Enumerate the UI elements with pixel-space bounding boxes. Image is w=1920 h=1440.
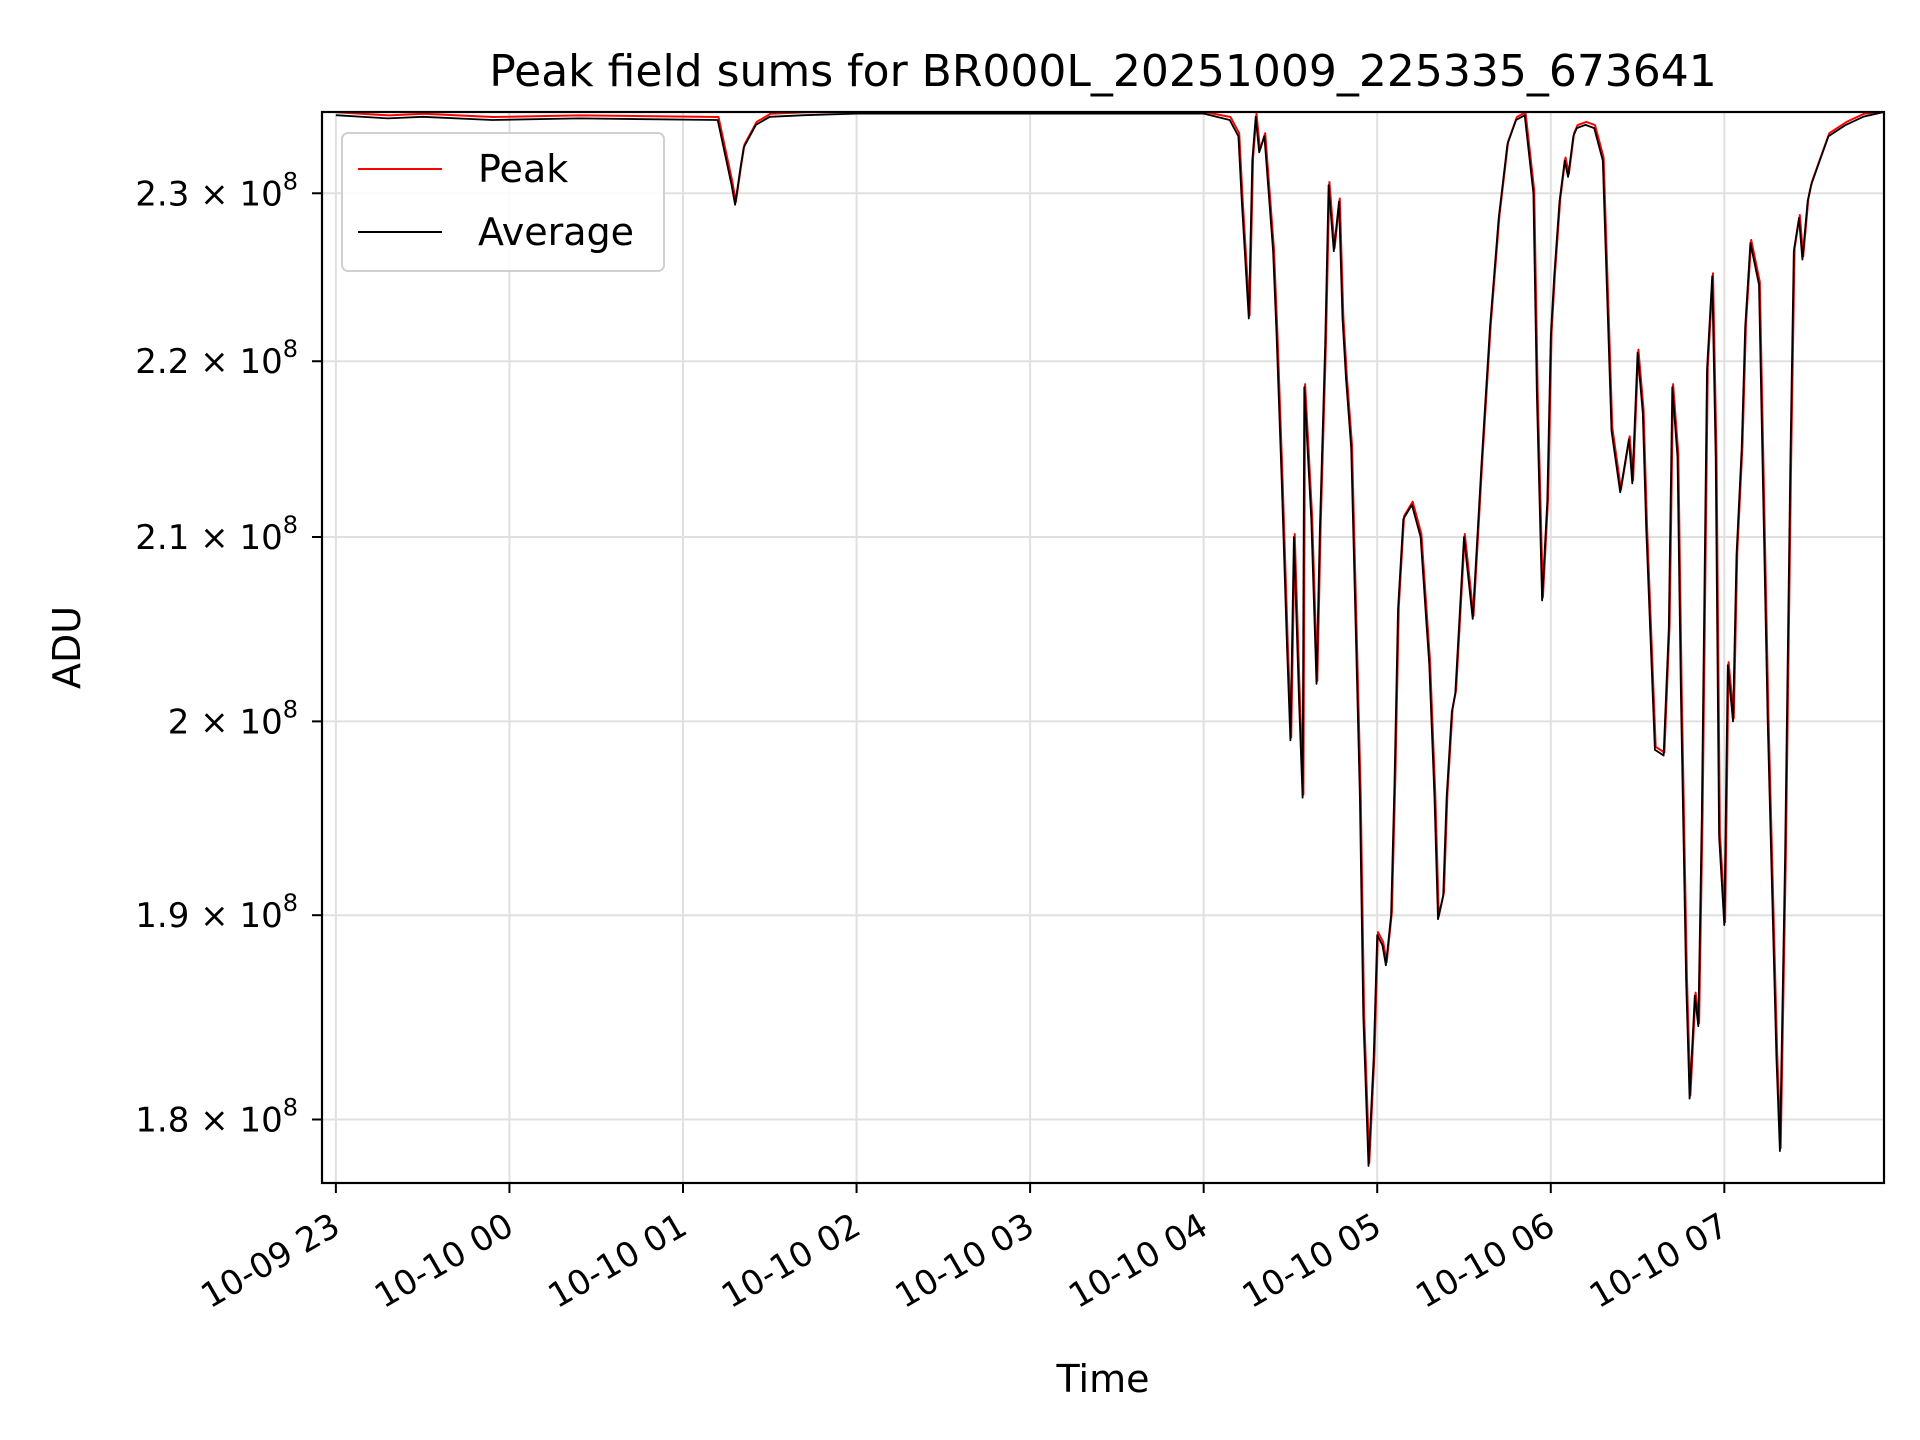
y-tick-label: 2 × 108: [168, 695, 298, 742]
legend-label: Average: [478, 210, 634, 254]
series-line-average: [335, 111, 1885, 1167]
grid-lines: [322, 112, 1884, 1183]
chart-title: Peak field sums for BR000L_20251009_2253…: [489, 46, 1717, 97]
legend-box: [341, 132, 665, 272]
plot-frame: [320, 110, 1886, 1185]
y-axis-label: ADU: [45, 606, 89, 689]
series-lines: [335, 111, 1885, 1167]
legend: Peak Average: [341, 132, 665, 272]
y-tick-label: 1.8 × 108: [135, 1093, 298, 1140]
y-tick-label: 2.3 × 108: [135, 167, 298, 214]
y-tick-label: 1.9 × 108: [135, 889, 298, 936]
y-tick-label: 2.2 × 108: [135, 335, 298, 382]
x-axis-label: Time: [1056, 1357, 1150, 1401]
y-tick-label: 2.1 × 108: [135, 511, 298, 558]
legend-label: Peak: [478, 147, 568, 191]
y-axis-ticks: 1.8 × 108 1.9 × 108 2 × 108 2.1 × 108 2.2 × …: [135, 167, 322, 1140]
